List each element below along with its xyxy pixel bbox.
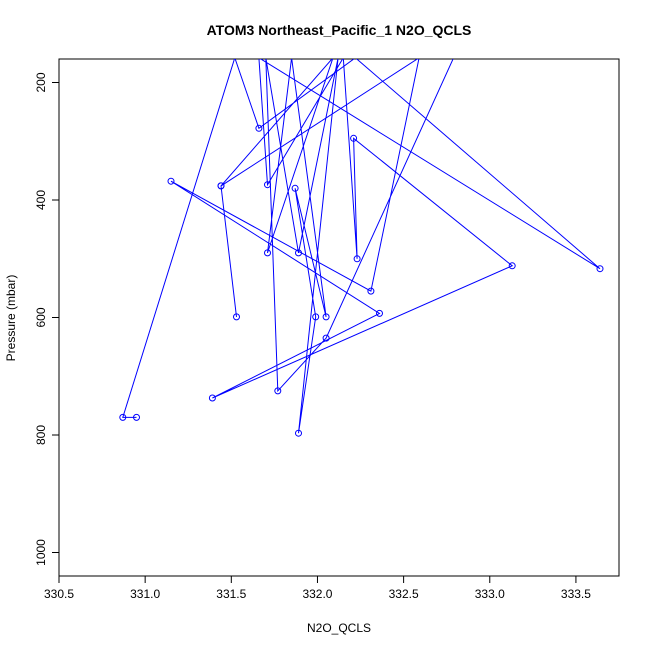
data-point bbox=[255, 124, 263, 132]
data-point bbox=[376, 309, 383, 317]
data-point bbox=[119, 413, 127, 421]
data-point bbox=[596, 265, 604, 273]
y-tick-label: 800 bbox=[34, 425, 48, 445]
data-point bbox=[295, 429, 302, 437]
y-axis: 200 400 600 800 1000 bbox=[34, 72, 60, 566]
y-tick-label: 600 bbox=[34, 307, 48, 327]
plot-area bbox=[119, 59, 604, 437]
data-point bbox=[508, 262, 516, 270]
y-tick-label: 400 bbox=[34, 190, 48, 210]
data-point bbox=[295, 249, 302, 257]
data-point bbox=[291, 184, 299, 192]
series-line bbox=[122, 59, 601, 434]
data-point bbox=[350, 134, 358, 142]
x-tick-label: 331.0 bbox=[130, 587, 160, 601]
data-point bbox=[274, 387, 282, 395]
data-point bbox=[233, 313, 240, 321]
chart-title: ATOM3 Northeast_Pacific_1 N2O_QCLS bbox=[207, 22, 472, 38]
data-point bbox=[264, 181, 271, 189]
data-point bbox=[367, 287, 375, 295]
data-point bbox=[167, 177, 175, 185]
plot-frame bbox=[58, 58, 620, 577]
data-point bbox=[264, 249, 271, 257]
x-tick-label: 332.5 bbox=[389, 587, 419, 601]
data-point bbox=[353, 255, 361, 263]
data-point bbox=[133, 413, 140, 421]
y-axis-label: Pressure (mbar) bbox=[4, 275, 18, 362]
x-tick-label: 330.5 bbox=[44, 587, 74, 601]
x-tick-label: 333.0 bbox=[475, 587, 505, 601]
y-tick-label: 200 bbox=[34, 72, 48, 92]
data-point bbox=[312, 313, 320, 321]
x-tick-label: 333.5 bbox=[561, 587, 591, 601]
data-point bbox=[322, 313, 330, 321]
x-axis-label: N2O_QCLS bbox=[307, 621, 371, 635]
data-point bbox=[217, 182, 225, 190]
x-axis: 330.5 331.0 331.5 332.0 332.5 333.0 333.5 bbox=[44, 575, 591, 601]
data-point bbox=[208, 394, 216, 402]
x-tick-label: 331.5 bbox=[216, 587, 246, 601]
data-point bbox=[322, 334, 330, 342]
y-tick-label: 1000 bbox=[34, 539, 48, 566]
x-tick-label: 332.0 bbox=[302, 587, 332, 601]
